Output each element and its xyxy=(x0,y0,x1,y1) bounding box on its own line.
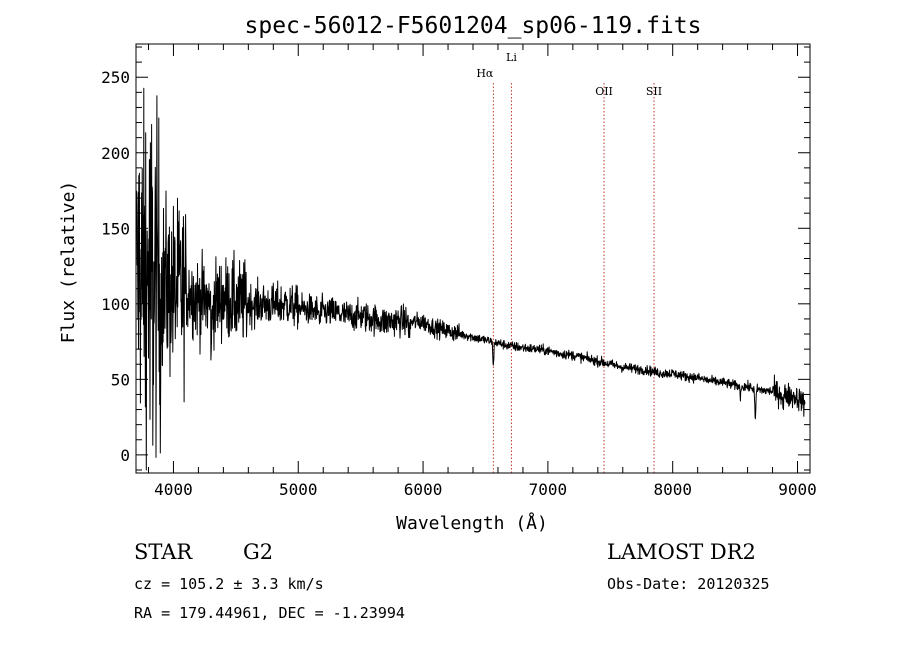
y-axis-label: Flux (relative) xyxy=(58,181,79,344)
x-axis-label: Wavelength (Å) xyxy=(396,512,548,534)
chart-title: spec-56012-F5601204_sp06-119.fits xyxy=(245,13,702,39)
plot-frame xyxy=(135,43,811,474)
redshift-velocity: cz = 105.2 ± 3.3 km/s xyxy=(134,575,324,593)
y-tick-label: 100 xyxy=(101,295,130,314)
subclass: G2 xyxy=(243,540,274,564)
y-tick-label: 200 xyxy=(101,144,130,163)
coordinates: RA = 179.44961, DEC = -1.23994 xyxy=(134,604,405,622)
x-tick-label: 4000 xyxy=(154,480,193,499)
axis-ticks xyxy=(136,44,810,473)
y-tick-label: 0 xyxy=(120,446,130,465)
tick-labels: 4000 5000 6000 7000 8000 9000 0 50 100 150 200 250 xyxy=(101,68,817,499)
survey-name: LAMOST DR2 xyxy=(607,540,756,564)
spectrum-line xyxy=(136,87,806,471)
x-tick-label: 8000 xyxy=(653,480,692,499)
emission-line-markers: Hα Li OII SII xyxy=(476,51,662,473)
y-tick-label: 150 xyxy=(101,219,130,238)
line-marker-label: OII xyxy=(595,85,613,98)
line-marker-label: Hα xyxy=(476,67,494,80)
x-tick-label: 7000 xyxy=(529,480,568,499)
y-tick-label: 50 xyxy=(111,370,130,389)
object-class: STAR xyxy=(134,540,193,564)
line-marker-label: SII xyxy=(646,85,662,98)
x-tick-label: 5000 xyxy=(279,480,318,499)
y-tick-label: 250 xyxy=(101,68,130,87)
x-tick-label: 9000 xyxy=(778,480,817,499)
observation-date: Obs-Date: 20120325 xyxy=(607,575,770,593)
x-tick-label: 6000 xyxy=(404,480,443,499)
line-marker-label: Li xyxy=(506,51,517,64)
